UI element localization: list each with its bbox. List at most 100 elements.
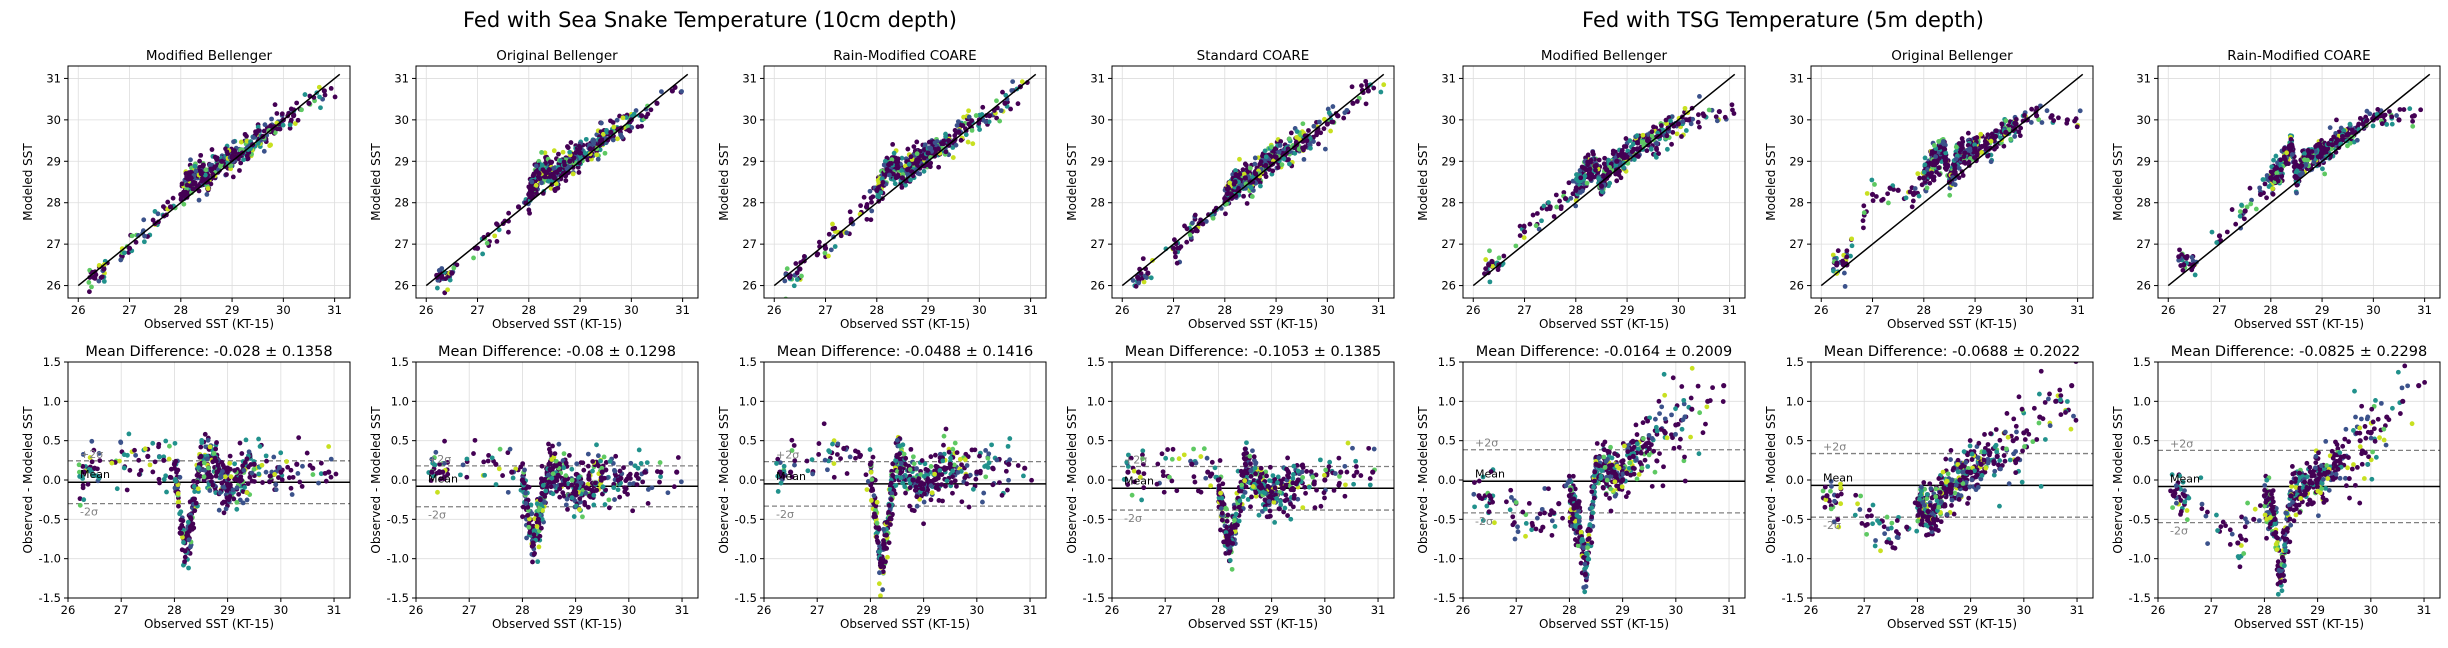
scatter-point <box>794 277 800 282</box>
scatter-point <box>202 431 208 437</box>
data-point <box>2396 117 2402 123</box>
scatter-point <box>1236 185 1241 191</box>
scatter-point <box>574 461 580 467</box>
data-point <box>2049 113 2055 119</box>
axes-frame <box>1462 65 1746 299</box>
scatter-point <box>889 157 895 163</box>
scatter-point <box>620 115 626 121</box>
scatter-point <box>267 479 272 485</box>
y-tick-label: -0.5 <box>39 512 61 526</box>
data-point <box>91 274 97 280</box>
scatter-point <box>458 472 463 478</box>
data-point <box>161 457 167 463</box>
scatter-point <box>263 453 269 459</box>
data-point <box>145 453 151 459</box>
scatter-point <box>1321 126 1327 132</box>
scatter-point <box>89 438 95 444</box>
data-point <box>1314 129 1320 135</box>
y-tick-label: 29 <box>394 154 409 168</box>
data-point <box>182 548 188 554</box>
scatter-point <box>1288 130 1294 136</box>
scatter-point <box>179 181 185 187</box>
x-tick-label: 26 <box>419 303 434 317</box>
scatter-point <box>979 112 985 117</box>
scatter-point <box>793 261 799 266</box>
scatter-point <box>472 437 478 443</box>
data-point <box>1701 113 1707 119</box>
scatter-point <box>582 150 588 156</box>
scatter-point <box>1237 171 1243 177</box>
scatter-point <box>1483 266 1489 272</box>
scatter-point <box>1958 147 1964 153</box>
scatter-point <box>96 451 102 456</box>
data-point <box>1573 187 1579 193</box>
scatter-point <box>2278 157 2284 163</box>
scatter-point <box>1937 144 1943 150</box>
x-tick-label: 31 <box>675 303 690 317</box>
scatter-point <box>963 132 969 138</box>
scatter-point <box>911 144 917 149</box>
scatter-point <box>2177 247 2182 253</box>
data-point <box>1304 137 1310 144</box>
x-tick-label: 28 <box>869 303 884 317</box>
scatter-point <box>114 486 120 492</box>
scatter-point <box>2294 168 2300 174</box>
scatter-point <box>1861 203 1867 209</box>
scatter-point <box>1553 192 1559 198</box>
y-axis-label: Modeled SST <box>1065 143 1079 221</box>
data-point <box>306 100 312 106</box>
scatter-point <box>223 506 229 512</box>
scatter-point <box>1844 248 1850 254</box>
scatter-point <box>1860 218 1866 224</box>
scatter-point <box>1849 236 1855 242</box>
scatter-point <box>150 469 156 475</box>
scatter-point <box>908 154 914 160</box>
scatter-point <box>191 484 197 489</box>
scatter-point <box>1173 254 1178 260</box>
scatter-point <box>1260 153 1265 159</box>
scatter-point <box>533 163 539 169</box>
scatter-point <box>1844 254 1850 260</box>
scatter-point <box>2248 201 2254 207</box>
x-tick-label: 29 <box>921 303 936 317</box>
data-point <box>1675 121 1681 127</box>
scatter-point <box>1227 180 1233 186</box>
scatter-point <box>117 458 122 464</box>
scatter-point <box>1252 155 1258 161</box>
scatter-point <box>1682 105 1688 111</box>
scatter-point <box>221 510 227 516</box>
scatter-point <box>175 491 181 496</box>
y-axis-label: Modeled SST <box>21 143 35 221</box>
scatter-point <box>617 468 623 474</box>
x-tick-label: 26 <box>61 603 76 617</box>
scatter-point <box>1669 141 1674 147</box>
scatter-point <box>1649 129 1655 135</box>
scatter-point <box>1354 99 1360 104</box>
scatter-point <box>604 129 610 135</box>
x-tick-label: 30 <box>276 303 291 317</box>
scatter-point <box>1988 138 1994 144</box>
data-point <box>1910 191 1917 198</box>
scatter-point <box>1000 89 1005 95</box>
scatter-point <box>1613 162 1619 168</box>
scatter-point <box>244 138 250 144</box>
scatter-point <box>176 499 182 505</box>
scatter-point <box>2292 164 2297 170</box>
scatter-point <box>1916 193 1922 199</box>
x-axis-label: Observed SST (KT-15) <box>1188 317 1318 331</box>
scatter-point <box>191 478 197 484</box>
scatter-point <box>96 278 102 284</box>
scatter-point <box>983 119 989 125</box>
scatter-point <box>1306 128 1311 133</box>
scatter-point <box>173 478 179 484</box>
scatter-point <box>220 500 225 506</box>
scatter-point <box>1226 186 1232 191</box>
scatter-point <box>209 479 214 484</box>
y-tick-label: 29 <box>2136 154 2151 168</box>
panel-title: Original Bellenger <box>1891 48 2013 64</box>
scatter-point <box>442 290 448 296</box>
scatter-point <box>630 508 636 514</box>
scatter-point <box>1909 204 1915 210</box>
plot-area <box>2167 73 2431 287</box>
